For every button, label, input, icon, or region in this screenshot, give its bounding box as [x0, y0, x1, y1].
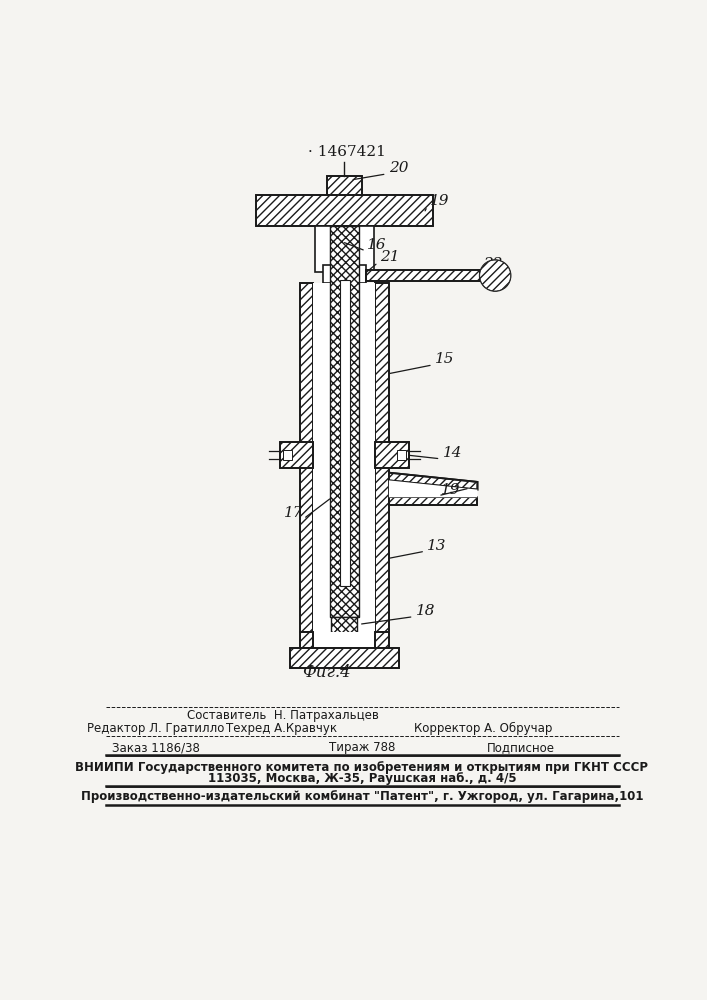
Text: 19: 19 — [440, 483, 460, 497]
Text: Редактор Л. Гратилло: Редактор Л. Гратилло — [87, 722, 224, 735]
Bar — [256, 195, 433, 226]
Text: Составитель  Н. Патрахальцев: Составитель Н. Патрахальцев — [187, 709, 378, 722]
Bar — [300, 632, 389, 651]
Text: 17: 17 — [284, 506, 304, 520]
Bar — [327, 176, 362, 195]
Text: 19: 19 — [430, 194, 449, 208]
Text: 18: 18 — [416, 604, 436, 618]
Bar — [339, 230, 350, 276]
Text: 16: 16 — [368, 238, 387, 252]
Bar — [375, 442, 409, 468]
Text: 22: 22 — [483, 257, 503, 271]
Bar — [331, 617, 357, 638]
Bar — [327, 176, 362, 195]
Polygon shape — [333, 638, 356, 669]
Bar — [300, 283, 313, 632]
Bar — [375, 632, 389, 651]
Text: Заказ 1186/38: Заказ 1186/38 — [112, 741, 199, 754]
Polygon shape — [389, 473, 477, 490]
Bar — [322, 265, 366, 283]
Bar — [397, 450, 406, 460]
Text: Корректор А. Обручар: Корректор А. Обручар — [414, 722, 552, 735]
Bar — [283, 450, 292, 460]
Bar — [290, 648, 399, 668]
Text: 21: 21 — [380, 250, 399, 264]
Text: 14: 14 — [443, 446, 462, 460]
Text: Фиг.4: Фиг.4 — [302, 664, 351, 681]
Bar — [256, 195, 433, 226]
Bar — [329, 226, 359, 617]
Text: Подписное: Подписное — [487, 741, 555, 754]
Bar — [330, 226, 358, 284]
Bar — [290, 648, 399, 668]
Circle shape — [480, 260, 510, 291]
Text: 15: 15 — [435, 352, 455, 366]
Text: 20: 20 — [389, 161, 409, 175]
Text: 113035, Москва, Ж-35, Раушская наб., д. 4/5: 113035, Москва, Ж-35, Раушская наб., д. … — [208, 772, 516, 785]
Bar — [300, 283, 313, 632]
Text: Техред А.Кравчук: Техред А.Кравчук — [226, 722, 337, 735]
Bar — [313, 283, 375, 632]
Bar — [375, 632, 389, 651]
Bar — [279, 442, 313, 468]
Polygon shape — [389, 480, 477, 497]
Bar — [366, 270, 480, 281]
Bar — [330, 226, 358, 284]
Text: · 1467421: · 1467421 — [308, 145, 385, 159]
Bar — [331, 617, 357, 638]
Text: 13: 13 — [428, 539, 447, 553]
Bar — [339, 280, 350, 586]
Bar — [375, 283, 389, 632]
Text: Производственно-издательский комбинат "Патент", г. Ужгород, ул. Гагарина,101: Производственно-издательский комбинат "П… — [81, 790, 643, 803]
Circle shape — [480, 260, 510, 291]
Bar — [279, 442, 313, 468]
Bar — [366, 270, 480, 281]
Text: ВНИИПИ Государственного комитета по изобретениям и открытиям при ГКНТ СССР: ВНИИПИ Государственного комитета по изоб… — [76, 761, 648, 774]
Bar — [300, 632, 313, 651]
Bar — [375, 283, 389, 632]
Bar — [329, 226, 359, 617]
Bar — [300, 632, 313, 651]
Text: Тираж 788: Тираж 788 — [329, 741, 395, 754]
Polygon shape — [389, 497, 477, 505]
Bar — [315, 226, 373, 272]
Bar — [375, 442, 409, 468]
